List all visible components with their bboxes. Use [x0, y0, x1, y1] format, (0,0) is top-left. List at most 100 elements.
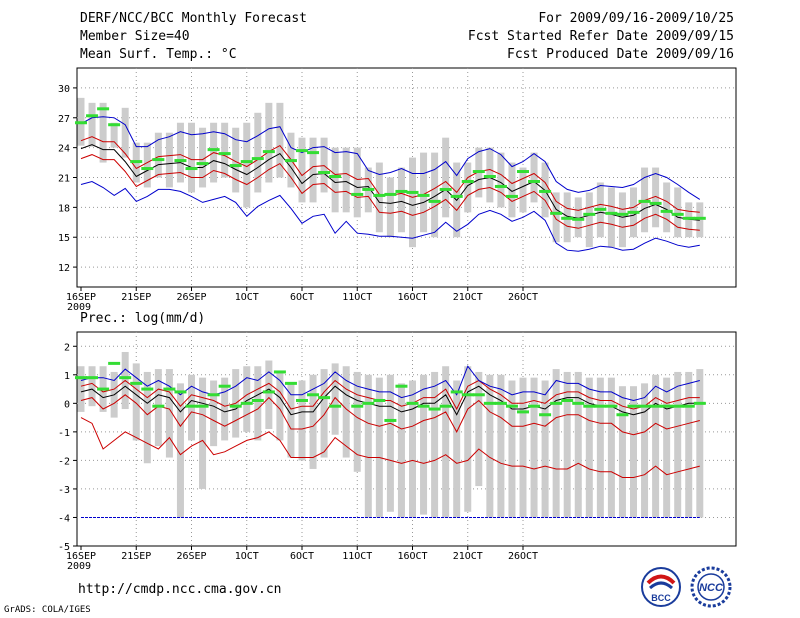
range-box — [88, 366, 96, 407]
range-box — [552, 192, 560, 243]
y-tick-label: 2 — [64, 342, 70, 353]
x-tick-label: 16SEP — [66, 292, 96, 303]
variable-label: Mean Surf. Temp.: °C — [80, 47, 237, 62]
y-tick-label: 30 — [58, 84, 70, 95]
range-box — [696, 369, 704, 518]
range-box — [685, 371, 693, 518]
range-box — [585, 377, 593, 518]
chart-title: DERF/NCC/BCC Monthly Forecast — [80, 11, 307, 26]
range-box — [143, 371, 151, 464]
range-box — [607, 377, 615, 518]
range-box — [596, 377, 604, 518]
y-tick-label: -1 — [58, 428, 70, 439]
series-line-ensemble-min — [80, 180, 700, 252]
range-box — [508, 162, 516, 218]
range-box — [475, 371, 483, 487]
x-year-label: 2009 — [67, 561, 91, 572]
x-tick-label: 21SEP — [121, 551, 151, 562]
range-box — [386, 374, 394, 512]
y-tick-label: 27 — [58, 114, 70, 125]
series-line-ensemble-mean — [80, 144, 700, 221]
range-box — [77, 366, 85, 412]
range-box — [165, 369, 173, 458]
y-tick-label: 21 — [58, 174, 70, 185]
range-box — [574, 197, 582, 238]
range-box — [121, 107, 129, 158]
range-box — [563, 371, 571, 518]
range-box — [221, 377, 229, 441]
series-line-ensemble-max — [80, 116, 701, 200]
range-box — [442, 137, 450, 218]
y-tick-label: 15 — [58, 233, 70, 244]
range-box — [276, 371, 284, 441]
range-box — [618, 386, 626, 518]
x-tick-label: 1OCT — [235, 292, 259, 303]
y-tick-label: -5 — [58, 542, 70, 553]
range-box — [276, 102, 284, 178]
range-box — [397, 167, 405, 233]
range-box — [309, 137, 317, 203]
range-box — [674, 187, 682, 238]
range-box — [663, 182, 671, 233]
range-box — [431, 152, 439, 238]
x-tick-label: 6OCT — [290, 292, 314, 303]
range-box — [674, 371, 682, 518]
range-box — [132, 363, 140, 441]
range-box — [176, 383, 184, 518]
range-box — [232, 127, 240, 193]
range-box — [243, 366, 251, 432]
range-box — [265, 360, 273, 430]
range-box — [143, 142, 151, 188]
range-box — [420, 374, 428, 515]
range-box — [497, 152, 505, 208]
series-line-mean-minus-sd — [80, 394, 700, 436]
y-tick-label: 0 — [64, 399, 70, 410]
y-tick-label: 24 — [58, 144, 70, 155]
range-box — [342, 147, 350, 213]
forecast-period: For 2009/09/16-2009/10/25 — [538, 11, 734, 26]
x-tick-label: 11OCT — [342, 551, 372, 562]
series-line-lower-bound — [80, 417, 700, 478]
range-box — [176, 122, 184, 183]
ncc-logo-text: NCC — [699, 582, 724, 594]
y-tick-label: 12 — [58, 263, 70, 274]
range-box — [287, 383, 295, 458]
range-box — [464, 366, 472, 512]
range-box — [630, 386, 637, 518]
range-box — [165, 132, 173, 188]
range-box — [110, 122, 118, 148]
forecast-start-date: Fcst Started Refer Date 2009/09/15 — [467, 29, 734, 44]
range-box — [486, 374, 494, 518]
range-box — [397, 383, 405, 518]
range-box — [320, 137, 328, 193]
range-box — [353, 147, 361, 218]
range-box — [552, 369, 560, 518]
range-box — [99, 102, 107, 163]
range-box — [254, 112, 262, 193]
range-box — [530, 377, 538, 518]
x-year-label: 2009 — [67, 302, 91, 313]
source-url[interactable]: http://cmdp.ncc.cma.gov.cn — [78, 582, 282, 597]
range-box — [652, 167, 660, 228]
ncc-logo-icon: NCC — [690, 566, 732, 608]
range-box — [453, 380, 461, 518]
range-box — [519, 167, 527, 213]
bcc-logo-icon: BCC — [641, 567, 681, 607]
range-box — [541, 380, 549, 518]
x-tick-label: 26SEP — [176, 551, 206, 562]
range-box — [375, 162, 383, 233]
range-box — [574, 371, 582, 518]
range-box — [265, 102, 273, 183]
range-box — [431, 371, 439, 518]
range-box — [210, 380, 218, 447]
range-box — [309, 374, 317, 469]
range-box — [607, 187, 615, 248]
y-tick-label: 1 — [64, 371, 70, 382]
x-tick-label: 26OCT — [508, 292, 538, 303]
range-box — [88, 102, 96, 147]
range-box — [298, 137, 306, 203]
range-box — [320, 369, 328, 458]
range-box — [652, 374, 660, 518]
forecast-produced-date: Fcst Produced Date 2009/09/16 — [507, 47, 734, 62]
